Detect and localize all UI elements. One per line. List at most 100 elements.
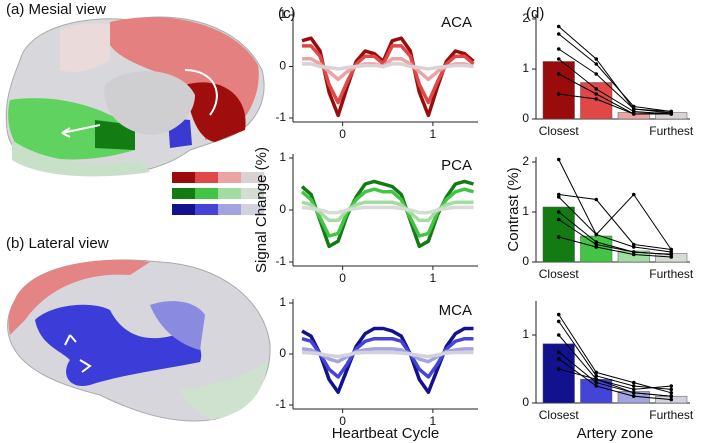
x-tick-label: 0 <box>339 127 346 141</box>
subject-point <box>669 384 674 388</box>
signal-line <box>302 62 474 71</box>
subject-point <box>556 210 561 214</box>
subject-point <box>631 192 636 197</box>
y-tick-label: -1 <box>275 397 286 411</box>
subject-point <box>669 397 674 402</box>
y-tick-label: 0 <box>522 395 529 409</box>
subject-point <box>631 387 636 392</box>
subject-point <box>669 387 674 392</box>
subject-point <box>556 333 561 337</box>
subject-line <box>558 48 672 112</box>
subject-point <box>556 350 561 354</box>
subject-point <box>631 252 636 257</box>
subject-point <box>631 112 636 116</box>
subject-point <box>556 157 561 162</box>
subject-line <box>558 358 672 401</box>
subject-point <box>556 367 561 371</box>
x-tick-label: Furthest <box>649 267 694 281</box>
subject-point <box>594 377 599 382</box>
subject-point <box>669 112 674 116</box>
signal-line <box>301 350 474 359</box>
signal-line <box>302 44 475 105</box>
subject-point <box>594 370 599 375</box>
subject-point <box>669 247 674 252</box>
bar <box>542 61 575 120</box>
y-tick-label: 1 <box>279 295 286 309</box>
x-tick-label: Closest <box>539 408 580 422</box>
subject-point <box>556 217 561 222</box>
y-tick-label: -1 <box>275 110 286 124</box>
y-axis-label: Signal Change (%) <box>253 147 270 273</box>
subject-point <box>669 391 674 395</box>
color-key <box>172 172 264 215</box>
y-tick-label: 1 <box>279 150 286 164</box>
subject-point <box>631 245 636 249</box>
subject-point <box>631 109 636 114</box>
signal-line <box>300 187 474 238</box>
x-tick-label: Closest <box>539 267 580 281</box>
subject-point <box>669 394 674 399</box>
panel-label: (d) <box>526 5 544 22</box>
x-tick-label: 1 <box>430 414 437 428</box>
y-tick-label: 2 <box>522 11 529 25</box>
subject-point <box>669 255 674 259</box>
chart-title: ACA <box>441 14 472 31</box>
y-tick-label: 2 <box>522 154 529 168</box>
subject-line <box>558 73 672 115</box>
subject-line <box>558 58 672 115</box>
y-axis-label: Contrast (%) <box>505 167 522 251</box>
y-tick-label: 0 <box>279 346 286 360</box>
subject-point <box>594 232 599 237</box>
subject-point <box>594 57 599 61</box>
subject-point <box>556 24 561 29</box>
subject-line <box>558 219 672 255</box>
y-tick-label: 1 <box>522 204 529 218</box>
subject-point <box>631 391 636 395</box>
subject-point <box>594 62 599 66</box>
subject-point <box>631 380 636 385</box>
subject-point <box>594 92 599 96</box>
x-tick-label: 1 <box>430 127 437 141</box>
subject-point <box>556 92 561 96</box>
signal-line <box>301 205 474 215</box>
x-axis-label: Heartbeat Cycle <box>332 425 440 442</box>
subject-point <box>594 242 599 247</box>
y-tick-label: 1 <box>279 7 286 21</box>
signal-line <box>301 200 474 223</box>
y-tick-label: 1 <box>522 61 529 75</box>
subject-point <box>594 97 599 101</box>
lateral-brain <box>7 259 271 422</box>
x-tick-label: Closest <box>539 124 580 138</box>
subject-point <box>594 380 599 385</box>
subject-line <box>558 33 672 112</box>
mesial-brain <box>5 16 265 177</box>
subject-point <box>556 47 561 51</box>
subject-point <box>594 374 599 378</box>
panel-label: (b) Lateral view <box>6 235 109 252</box>
chart-title: MCA <box>439 302 472 319</box>
subject-line <box>558 236 672 258</box>
subject-point <box>669 250 674 254</box>
subject-point <box>631 104 636 109</box>
subject-point <box>594 197 599 202</box>
y-tick-label: 0 <box>522 254 529 268</box>
subject-point <box>631 250 636 254</box>
chart-title: PCA <box>441 157 472 174</box>
subject-line <box>558 368 672 397</box>
bar <box>542 206 575 263</box>
subject-point <box>556 72 561 76</box>
subject-point <box>556 312 561 317</box>
panel-label: (c) <box>278 5 296 22</box>
y-tick-label: 1 <box>522 327 529 341</box>
x-tick-label: 1 <box>430 271 437 285</box>
subject-point <box>631 394 636 399</box>
y-tick-label: 0 <box>279 59 286 73</box>
subject-point <box>556 235 561 239</box>
subject-line <box>558 26 672 114</box>
subject-point <box>594 87 599 91</box>
subject-point <box>631 384 636 388</box>
subject-point <box>556 357 561 361</box>
subject-point <box>556 319 561 324</box>
x-axis-label: Artery zone <box>577 425 654 442</box>
y-tick-label: 0 <box>279 202 286 216</box>
